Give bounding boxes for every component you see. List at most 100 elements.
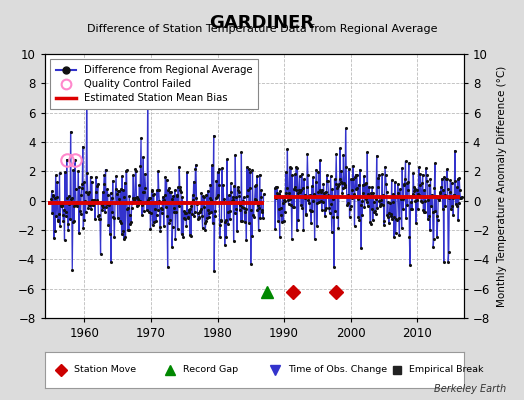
Point <box>297 187 305 193</box>
Point <box>48 188 56 194</box>
Point <box>335 181 343 188</box>
Point <box>273 190 281 196</box>
Point <box>403 187 412 193</box>
Point <box>97 202 106 208</box>
Point <box>316 157 324 164</box>
Point <box>199 192 208 199</box>
Point <box>253 173 261 179</box>
Point <box>113 191 122 198</box>
Point <box>50 195 59 201</box>
Point <box>444 249 453 255</box>
Point <box>292 226 301 233</box>
Point <box>99 203 107 210</box>
Point <box>323 178 332 184</box>
Point <box>116 218 124 224</box>
Point <box>361 181 369 188</box>
Point <box>387 211 395 217</box>
Point <box>302 212 310 218</box>
Point <box>219 199 227 206</box>
Point <box>127 219 135 226</box>
Point <box>247 260 255 267</box>
Point <box>116 220 125 226</box>
Point <box>327 201 335 208</box>
Point <box>354 196 362 202</box>
Point <box>143 207 151 213</box>
Point <box>300 194 309 201</box>
Point <box>345 166 353 172</box>
Point <box>174 184 182 190</box>
Point <box>399 206 408 212</box>
Point <box>383 189 391 196</box>
Point <box>318 207 326 213</box>
Point <box>63 221 72 228</box>
Point <box>76 207 84 214</box>
Point <box>301 211 310 218</box>
Point <box>169 193 178 199</box>
Point <box>144 92 152 98</box>
Point <box>425 226 434 233</box>
Point <box>120 194 128 201</box>
Point <box>379 192 388 198</box>
Point <box>311 179 320 186</box>
Point <box>114 188 123 194</box>
Point <box>132 166 140 172</box>
Point <box>243 193 252 200</box>
Point <box>204 214 213 220</box>
Point <box>295 187 303 193</box>
Point <box>231 152 239 158</box>
Point <box>171 236 180 243</box>
Point <box>176 183 184 190</box>
Point <box>357 245 365 252</box>
Point <box>241 219 249 225</box>
Point <box>232 193 241 200</box>
Point <box>227 180 235 186</box>
Point <box>145 195 154 201</box>
Point <box>233 228 241 234</box>
Point <box>342 125 350 132</box>
Point <box>431 160 439 166</box>
Point <box>91 189 100 196</box>
Point <box>298 205 307 211</box>
Point <box>78 185 86 192</box>
Point <box>310 235 319 242</box>
Point <box>336 145 344 151</box>
Point <box>206 209 215 215</box>
Point <box>349 175 357 182</box>
Point <box>325 205 333 211</box>
Point <box>170 205 179 211</box>
Point <box>62 209 70 215</box>
Point <box>200 204 208 210</box>
Point <box>252 182 260 188</box>
Point <box>204 187 212 194</box>
Point <box>52 194 61 201</box>
Point <box>420 208 428 215</box>
Point <box>190 213 199 219</box>
Point <box>175 163 183 170</box>
Point <box>277 204 286 211</box>
Point <box>395 215 403 221</box>
Point <box>256 172 264 178</box>
Point <box>366 219 374 226</box>
Point <box>106 190 115 196</box>
Point <box>285 200 293 207</box>
Point <box>313 200 322 206</box>
Point <box>178 194 186 200</box>
Point <box>125 193 134 199</box>
Point <box>205 210 213 216</box>
Point <box>390 214 399 220</box>
Point <box>89 202 97 208</box>
Point <box>212 177 221 184</box>
Point <box>430 236 438 242</box>
Point <box>217 218 226 224</box>
Point <box>453 176 462 182</box>
Point <box>66 216 74 222</box>
Point <box>78 180 86 187</box>
Point <box>134 196 143 202</box>
Point <box>400 182 408 188</box>
Point <box>85 202 94 208</box>
Point <box>441 203 450 210</box>
Point <box>80 179 88 186</box>
Point <box>397 224 406 231</box>
Point <box>282 184 291 191</box>
Text: GARDINER: GARDINER <box>210 14 314 32</box>
